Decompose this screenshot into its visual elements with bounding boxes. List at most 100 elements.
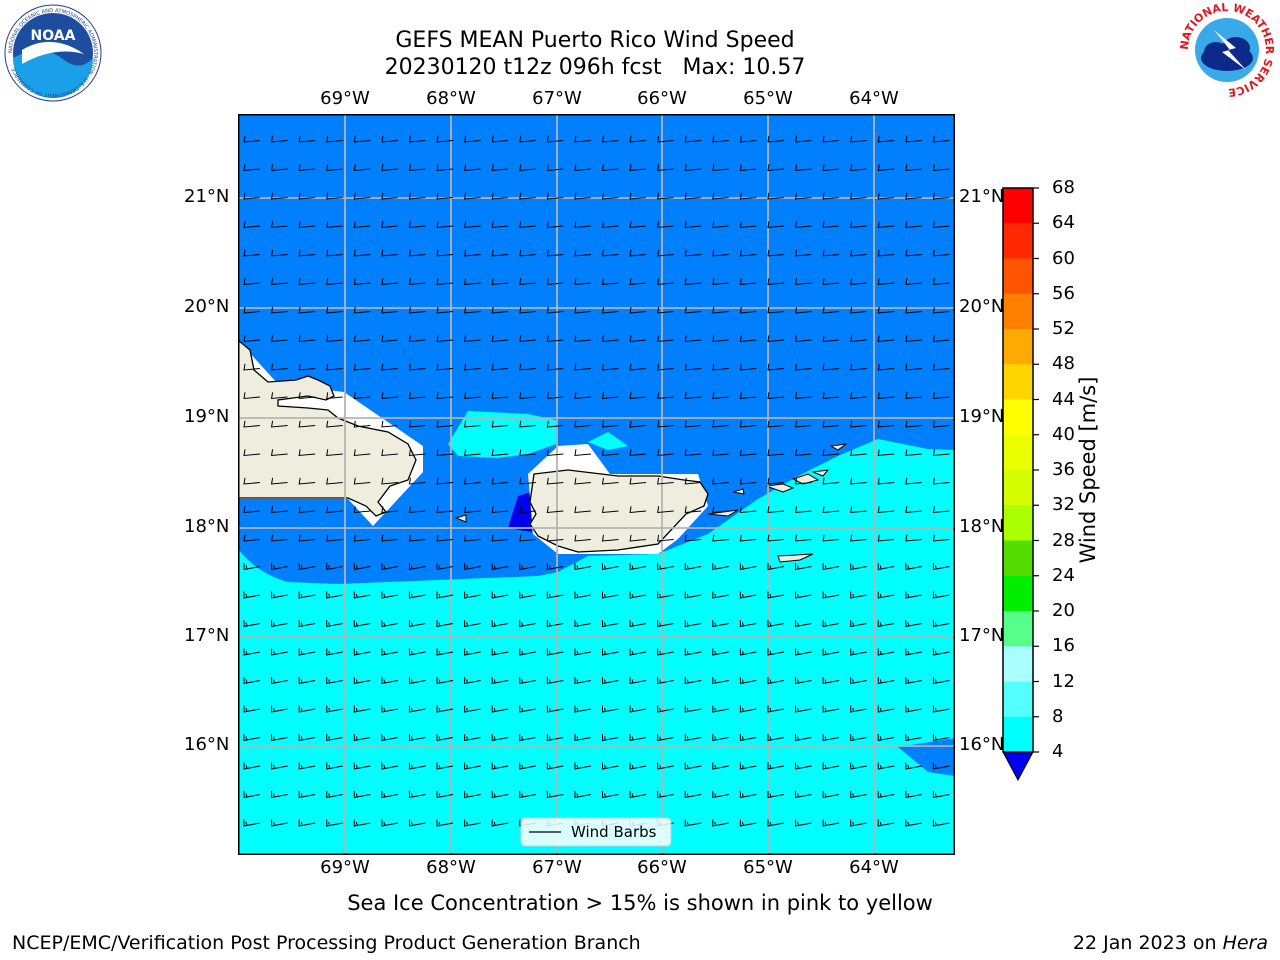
wind-barb xyxy=(519,563,536,571)
wind-barb xyxy=(381,420,398,428)
wind-barb xyxy=(243,335,261,343)
wind-barb xyxy=(381,221,398,229)
wind-barb xyxy=(326,791,343,799)
wind-barb xyxy=(767,392,785,400)
wind-barb xyxy=(850,335,867,343)
wind-barb xyxy=(464,648,481,656)
wind-barb xyxy=(326,677,343,685)
map-subtitle-run: 20230120 t12z 096h fcst Max: 10.57 xyxy=(384,55,806,80)
wind-barb xyxy=(877,648,895,656)
wind-barb xyxy=(298,306,316,314)
nws-logo: NATIONAL WEATHER SERVICE xyxy=(1178,1,1276,99)
wind-barb xyxy=(519,392,536,400)
colorbar-tick-label: 12 xyxy=(1052,670,1075,692)
wind-barb xyxy=(794,135,812,143)
wind-barb xyxy=(601,249,619,257)
wind-barb xyxy=(850,648,867,656)
wind-barb xyxy=(270,363,288,371)
wind-barb xyxy=(243,648,261,656)
wind-barb xyxy=(877,306,895,314)
wind-barb xyxy=(381,791,398,799)
graticule xyxy=(238,114,955,855)
wind-barb xyxy=(684,791,702,799)
wind-barb xyxy=(408,306,426,314)
wind-barb xyxy=(519,648,536,656)
wind-barb xyxy=(270,278,288,286)
wind-barb xyxy=(270,135,288,143)
wind-barb xyxy=(739,620,757,628)
wind-barb xyxy=(877,392,895,400)
wind-barb xyxy=(298,477,316,485)
wind-barb xyxy=(905,306,922,314)
wind-barb xyxy=(822,677,840,685)
wind-barb xyxy=(381,249,398,257)
wind-barb xyxy=(712,420,729,428)
land-mona xyxy=(454,514,467,523)
wind-barb xyxy=(491,392,509,400)
wind-barb xyxy=(574,762,592,770)
wind-barb xyxy=(436,249,454,257)
colorbar-segment xyxy=(1003,223,1033,259)
wind-barb xyxy=(684,249,702,257)
wind-barb xyxy=(877,221,895,229)
wind-barb xyxy=(574,192,591,200)
colorbar-tick-label: 8 xyxy=(1052,705,1064,727)
wind-barb xyxy=(932,135,950,143)
wind-barb xyxy=(436,762,454,770)
wind-barb xyxy=(794,335,812,343)
wind-barb xyxy=(408,563,426,571)
wind-barb xyxy=(574,705,592,713)
wind-barb xyxy=(932,591,950,599)
wind-barb xyxy=(243,591,261,599)
colorbar-segment xyxy=(1003,364,1033,400)
wind-barb xyxy=(298,677,316,685)
colorbar-segment xyxy=(1003,716,1033,753)
lat-label: 20°N xyxy=(959,296,1005,317)
wind-barb xyxy=(436,591,454,599)
wind-barb xyxy=(795,563,812,571)
wind-barb xyxy=(326,591,343,599)
wind-barb xyxy=(905,620,922,628)
wind-barb xyxy=(270,306,288,314)
wind-barb xyxy=(822,648,840,656)
wind-barb xyxy=(795,648,812,656)
wind-barb xyxy=(436,563,454,571)
wind-barb xyxy=(629,221,647,229)
wind-barb xyxy=(298,620,316,628)
wind-barb xyxy=(932,164,950,172)
wind-barb xyxy=(491,306,509,314)
wind-barb xyxy=(298,249,316,257)
wind-barb xyxy=(436,135,454,143)
wind-barb xyxy=(326,335,343,343)
colorbar-segment xyxy=(1003,399,1033,436)
wind-barb xyxy=(243,762,261,770)
wind-barb xyxy=(657,677,674,685)
wind-barb xyxy=(519,363,536,371)
wind-barb xyxy=(546,477,564,485)
colorbar-tick-label: 44 xyxy=(1052,388,1075,410)
wind-barb xyxy=(657,477,674,485)
wind-barb xyxy=(381,135,398,143)
wind-barb xyxy=(905,392,922,400)
wind-barb xyxy=(464,449,481,457)
wind-barb xyxy=(298,363,316,371)
wind-barb xyxy=(602,734,619,742)
wind-barb xyxy=(436,677,454,685)
wind-barb xyxy=(270,164,288,172)
wind-barb xyxy=(326,363,343,371)
wind-barb xyxy=(491,221,509,229)
wind-barb xyxy=(326,563,343,571)
wind-barb xyxy=(519,192,536,200)
wind-barb xyxy=(491,819,509,827)
wind-barb xyxy=(546,221,564,229)
wind-barb xyxy=(353,306,371,314)
wind-barb xyxy=(464,791,481,799)
wind-barb xyxy=(381,477,398,485)
wind-barb xyxy=(298,791,316,799)
wind-barb xyxy=(436,506,454,514)
wind-barb xyxy=(932,249,950,257)
wind-barb xyxy=(464,278,481,286)
wind-barb xyxy=(822,306,840,314)
wind-barb xyxy=(850,392,867,400)
wind-barb xyxy=(381,648,398,656)
